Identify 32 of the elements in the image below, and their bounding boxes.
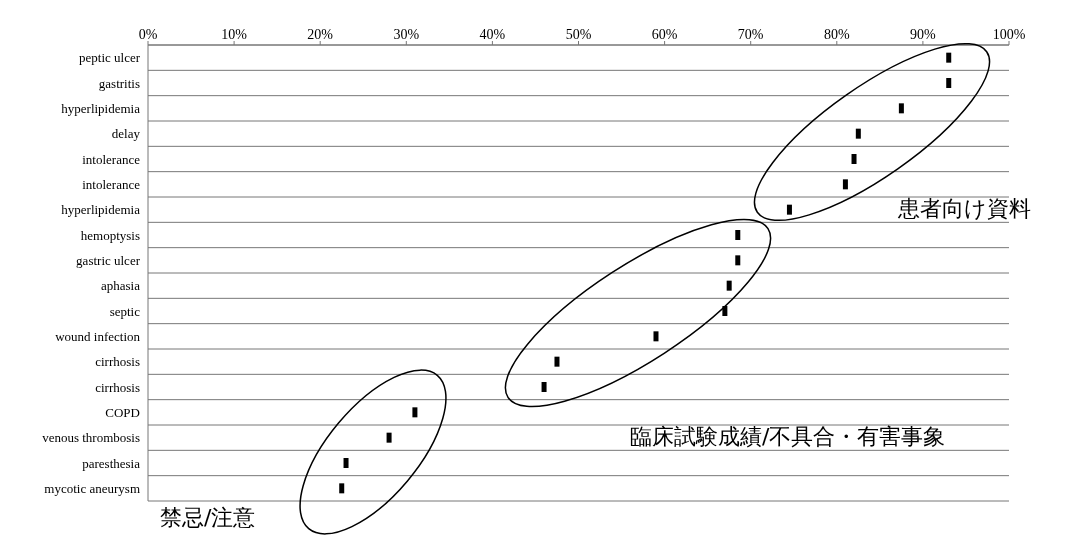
annotation: 臨床試験成績/不具合・有害事象 [630, 423, 946, 451]
annotation: 患者向け資料 [898, 195, 1031, 223]
y-tick-label: hyperlipidemia [61, 100, 141, 116]
y-tick-label: cirrhosis [95, 354, 140, 370]
x-tick-label: 100% [992, 27, 1026, 42]
y-tick-label: hemoptysis [80, 227, 140, 243]
y-tick-label: septic [109, 303, 141, 319]
x-tick-label: 40% [479, 27, 506, 42]
x-tick-label: 50% [565, 27, 592, 42]
x-tick-label: 20% [307, 27, 334, 42]
y-tick-label: paresthesia [82, 455, 141, 471]
x-tick-label: 60% [651, 27, 678, 42]
x-tick-label: 30% [393, 27, 420, 42]
y-tick-label: mycotic aneurysm [44, 480, 140, 496]
x-tick-label: 80% [823, 27, 850, 42]
y-tick-label: aphasia [101, 278, 141, 294]
y-tick-label: venous thrombosis [42, 430, 140, 446]
y-tick-label: wound infection [55, 328, 141, 344]
x-tick-label: 10% [221, 27, 248, 42]
text: 禁忌/注意 [160, 504, 256, 532]
y-tick-label: gastric ulcer [76, 252, 141, 268]
x-tick-label: 0% [138, 27, 158, 42]
y-tick-label: hyperlipidemia [61, 202, 141, 218]
x-tick-label: 90% [910, 27, 937, 42]
y-tick-label: gastritis [98, 75, 140, 91]
y-tick-label: intolerance [82, 151, 141, 167]
y-tick-label: COPD [105, 404, 140, 420]
y-tick-label: peptic ulcer [79, 50, 141, 66]
y-tick-label: delay [111, 126, 141, 142]
y-tick-label: intolerance [82, 176, 141, 192]
x-tick-label: 70% [737, 27, 764, 42]
y-tick-label: cirrhosis [95, 379, 140, 395]
